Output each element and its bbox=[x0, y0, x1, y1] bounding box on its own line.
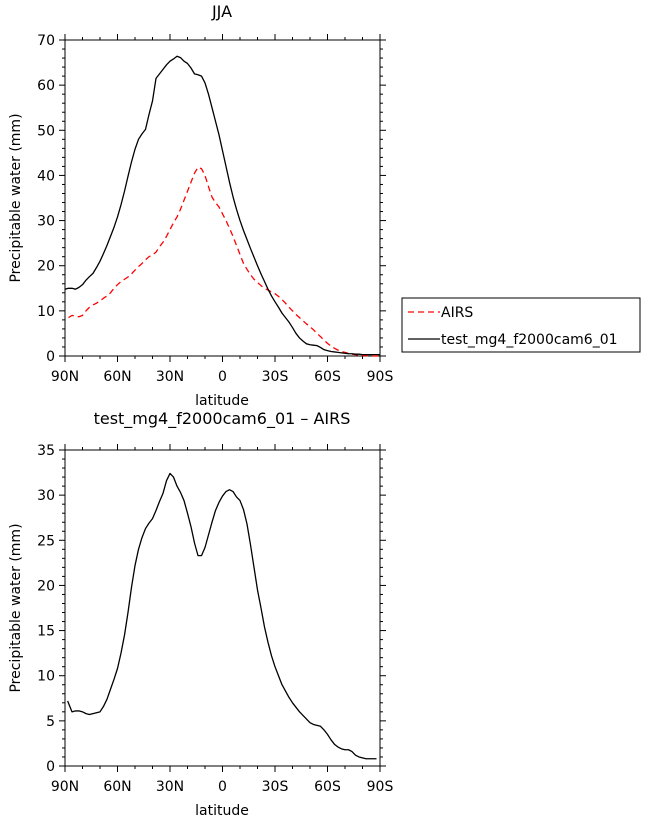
y-axis-label: Precipitable water (mm) bbox=[8, 523, 24, 692]
x-tick-label: 90S bbox=[367, 779, 394, 795]
x-tick-label: 90N bbox=[51, 779, 79, 795]
chart-title: JJA bbox=[211, 2, 232, 21]
y-axis-label: Precipitable water (mm) bbox=[8, 113, 24, 282]
y-tick-label: 0 bbox=[46, 759, 55, 775]
tick-marks bbox=[59, 34, 386, 362]
x-tick-labels: 90N 60N 30N 0 30S 60S 90S bbox=[51, 779, 394, 795]
legend-label-model: test_mg4_f2000cam6_01 bbox=[441, 332, 618, 348]
plot-frame bbox=[64, 449, 381, 767]
legend-label-airs: AIRS bbox=[441, 305, 473, 321]
x-tick-label: 0 bbox=[218, 779, 227, 795]
x-tick-label: 60N bbox=[103, 369, 131, 385]
y-tick-label: 60 bbox=[37, 78, 55, 94]
x-tick-label: 60S bbox=[314, 369, 341, 385]
y-tick-label: 30 bbox=[37, 214, 55, 230]
x-tick-label: 0 bbox=[218, 369, 227, 385]
x-tick-label: 90S bbox=[367, 369, 394, 385]
series-line-difference-0 bbox=[67, 472, 377, 760]
y-tick-label: 5 bbox=[46, 714, 55, 730]
y-tick-label: 20 bbox=[37, 259, 55, 275]
plot-frame bbox=[64, 39, 381, 357]
x-axis-label: latitude bbox=[195, 393, 249, 409]
y-tick-label: 25 bbox=[37, 533, 55, 549]
series-lines bbox=[67, 472, 377, 760]
series-line-airs bbox=[68, 166, 380, 357]
y-tick-label: 50 bbox=[37, 123, 55, 139]
series-line-test-mg4-f2000cam6-01 bbox=[64, 55, 380, 356]
x-tick-labels: 90N 60N 30N 0 30S 60S 90S bbox=[51, 369, 394, 385]
x-tick-label: 30N bbox=[156, 779, 184, 795]
y-tick-label: 15 bbox=[37, 624, 55, 640]
series-lines bbox=[64, 55, 380, 357]
x-tick-label: 90N bbox=[51, 369, 79, 385]
x-tick-label: 30S bbox=[262, 369, 289, 385]
y-tick-label: 70 bbox=[37, 33, 55, 49]
x-tick-label: 60S bbox=[314, 779, 341, 795]
tick-marks bbox=[59, 444, 386, 772]
y-tick-label: 40 bbox=[37, 168, 55, 184]
legend-box bbox=[401, 297, 641, 353]
y-tick-label: 10 bbox=[37, 304, 55, 320]
y-tick-labels: 0 5 10 15 20 25 30 35 bbox=[37, 443, 55, 775]
panel-difference: test_mg4_f2000cam6_01 – AIRS 0 5 10 15 20 25 3… bbox=[8, 409, 393, 819]
x-tick-label: 30N bbox=[156, 369, 184, 385]
chart-title: test_mg4_f2000cam6_01 – AIRS bbox=[94, 409, 351, 429]
x-tick-label: 60N bbox=[103, 779, 131, 795]
y-tick-label: 10 bbox=[37, 669, 55, 685]
y-tick-label: 30 bbox=[37, 488, 55, 504]
x-tick-label: 30S bbox=[262, 779, 289, 795]
x-axis-label: latitude bbox=[195, 803, 249, 819]
y-tick-label: 20 bbox=[37, 578, 55, 594]
y-tick-label: 35 bbox=[37, 443, 55, 459]
legend: AIRS test_mg4_f2000cam6_01 bbox=[401, 297, 641, 353]
y-tick-label: 0 bbox=[46, 349, 55, 365]
y-tick-labels: 0 10 20 30 40 50 60 70 bbox=[37, 33, 55, 365]
